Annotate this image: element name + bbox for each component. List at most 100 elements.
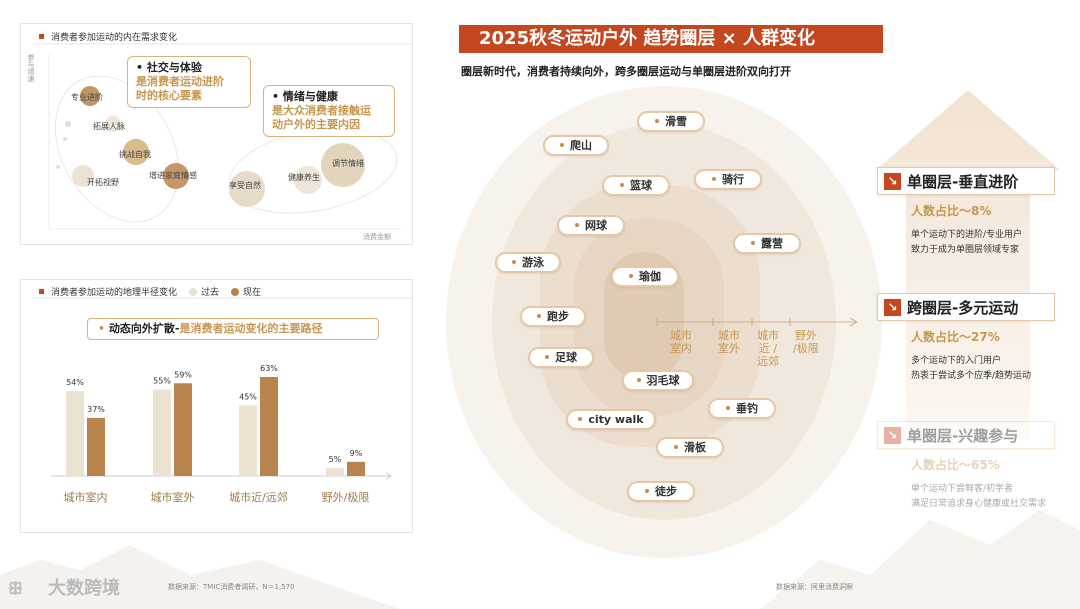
bubble-label: 挑战自我	[119, 150, 151, 159]
zone-label: 城市近 / 远郊	[757, 329, 779, 368]
legend-past-label: 过去	[201, 288, 220, 298]
bar-value-label: 5%	[329, 455, 342, 464]
bubble-health	[294, 166, 322, 194]
brand-logo-icon: ꕥ	[8, 579, 23, 598]
callout-social: • 社交与体验 是消费者运动进阶 时的核心要素	[127, 56, 251, 108]
bubble-horizon	[72, 165, 94, 187]
sport-pill: 羽毛球	[622, 370, 694, 391]
arrow-down-right-icon: ↘	[884, 426, 901, 444]
sport-pill: 滑板	[656, 437, 724, 458]
panel-title: 消费者参加运动的内在需求变化	[39, 30, 177, 43]
path-banner: • 动态向外扩散-是消费者运动变化的主要路径	[87, 318, 379, 340]
title-marker-icon	[39, 34, 44, 39]
arrow-down-right-icon: ↘	[884, 298, 901, 316]
bubble-label: 增进家庭情感	[149, 171, 197, 180]
bar-past	[66, 391, 84, 476]
sport-pill: 徒步	[627, 481, 695, 502]
bubble-nature	[229, 171, 265, 207]
brand-watermark: ꕥ 大数跨境	[8, 578, 120, 599]
category-label: 野外/极限	[322, 490, 370, 504]
tier-title: ↘ 跨圈层-多元运动	[877, 293, 1055, 321]
x-axis-arrow-icon	[385, 472, 392, 480]
radius-panel: 消费者参加运动的地理半径变化 过去 现在 • 动态向外扩散-是消费者运动变化的主…	[20, 279, 413, 533]
bubble-label: 健康养生	[288, 173, 320, 182]
sport-pill: 爬山	[543, 135, 609, 156]
source-note: 数据来源：TMIC消费者调研，N＝1,570	[168, 583, 295, 591]
bar-value-label: 54%	[66, 378, 84, 387]
sport-pill: 游泳	[495, 252, 561, 273]
category-label: 城市近/远郊	[229, 490, 288, 504]
zone-label: 城市 室外	[718, 329, 740, 355]
tier-percent: 人数占比～27%	[911, 330, 1000, 344]
bar-value-label: 9%	[350, 449, 363, 458]
callout-sub: 是消费者运动进阶	[136, 75, 224, 88]
sport-pill: 骑行	[694, 169, 762, 190]
bubble-label: 拓展人脉	[93, 122, 125, 131]
tier-interest: ↘ 单圈层-兴趣参与 人数占比～65% 单个运动下尝鲜客/初学者 满足日常追求身心健…	[877, 421, 1055, 512]
bar-past	[239, 405, 257, 476]
bar-past	[326, 468, 344, 476]
bubble-challenge	[123, 139, 149, 165]
bubble-emotion	[321, 143, 365, 187]
bubble-family	[163, 163, 189, 189]
main-title-banner: 2025秋冬运动户外 趋势圈层 × 人群变化	[459, 25, 883, 53]
bar-value-label: 45%	[239, 392, 257, 401]
main-title: 2025秋冬运动户外 趋势圈层 × 人群变化	[479, 28, 815, 49]
bubble-pro	[80, 86, 100, 106]
zone-label: 城市 室内	[670, 329, 692, 355]
bar-now	[87, 417, 105, 476]
bar-now	[260, 377, 278, 476]
zone-label: 野外/极限	[793, 329, 819, 355]
callout-sub: 动户外的主要内因	[272, 118, 360, 131]
legend-now-label: 现在	[243, 288, 262, 298]
sport-pill: 足球	[528, 347, 594, 368]
sport-pill: 篮球	[602, 175, 670, 196]
callout-title: • 社交与体验	[136, 61, 202, 74]
sport-pill: 瑜伽	[611, 266, 679, 287]
tier-desc: 单个运动下的进阶/专业用户 致力于成为单圈层领域专家	[911, 230, 1023, 255]
sport-pill: 网球	[557, 215, 625, 236]
category-label: 城市室外	[151, 490, 195, 504]
bar-now	[174, 383, 192, 476]
callout-sub: 是大众消费者接触运	[272, 104, 371, 117]
tier-title: ↘ 单圈层-兴趣参与	[877, 421, 1055, 449]
bubble-label: 享受自然	[229, 181, 261, 190]
sport-pill: 滑雪	[637, 111, 705, 132]
bubble-label: 专业进阶	[71, 93, 103, 102]
tier-desc: 单个运动下尝鲜客/初学者 满足日常追求身心健康或社交需求	[911, 484, 1047, 509]
bubble-network	[105, 116, 121, 132]
panel-title: 消费者参加运动的地理半径变化 过去 现在	[39, 285, 261, 298]
legend-now-swatch	[231, 287, 240, 296]
tier-percent: 人数占比～65%	[911, 458, 1000, 472]
sport-pill: 露营	[733, 233, 801, 254]
bar-value-label: 63%	[260, 364, 278, 373]
radius-bar-chart: 54% 37% 城市室内 55%59% 城市室外 45% 63% 城市近/远郊 5% 9% 野外/极…	[33, 297, 413, 504]
bar-past	[153, 389, 171, 476]
callout-sub: 时的核心要素	[136, 89, 202, 102]
category-label: 城市室内	[64, 490, 108, 504]
bar-value-label: 55%	[153, 377, 171, 386]
sport-pill: 垂钓	[708, 398, 776, 419]
legend-past-swatch	[189, 287, 198, 296]
needs-bubble-chart	[33, 43, 413, 230]
callout-title: • 情绪与健康	[272, 90, 338, 103]
tier-title: ↘ 单圈层-垂直进阶	[877, 167, 1055, 195]
callout-emotion: • 情绪与健康 是大众消费者接触运 动户外的主要内因	[263, 85, 395, 137]
bar-value-label: 37%	[87, 405, 105, 414]
needs-panel: 消费者参加运动的内在需求变化 参与增速 消费金额 专业进阶 拓展人脉 挑战自我 …	[20, 23, 413, 245]
bubble-label: 开拓视野	[87, 178, 119, 187]
sport-pill: 跑步	[520, 306, 586, 327]
source-note: 数据来源：阿里消费洞察	[776, 583, 853, 591]
tier-vertical: ↘ 单圈层-垂直进阶 人数占比～8% 单个运动下的进阶/专业用户 致力于成为单圈层领…	[877, 167, 1055, 258]
y-axis-label: 参与增速	[27, 54, 35, 82]
arrow-down-right-icon: ↘	[884, 172, 901, 190]
tier-cross: ↘ 跨圈层-多元运动 人数占比～27% 多个运动下的入门用户 热衷于尝试多个应季/趋…	[877, 293, 1055, 384]
tier-percent: 人数占比～8%	[911, 204, 992, 218]
main-subtitle: 圈层新时代，消费者持续向外，跨多圈层运动与单圈层进阶双向打开	[461, 65, 791, 78]
x-axis-label: 消费金额	[363, 233, 391, 241]
bar-value-label: 59%	[174, 370, 192, 379]
bubble-label: 调节情绪	[332, 159, 364, 168]
bar-now	[347, 461, 365, 476]
sport-pill: city walk	[566, 409, 656, 430]
title-marker-icon	[39, 289, 44, 294]
